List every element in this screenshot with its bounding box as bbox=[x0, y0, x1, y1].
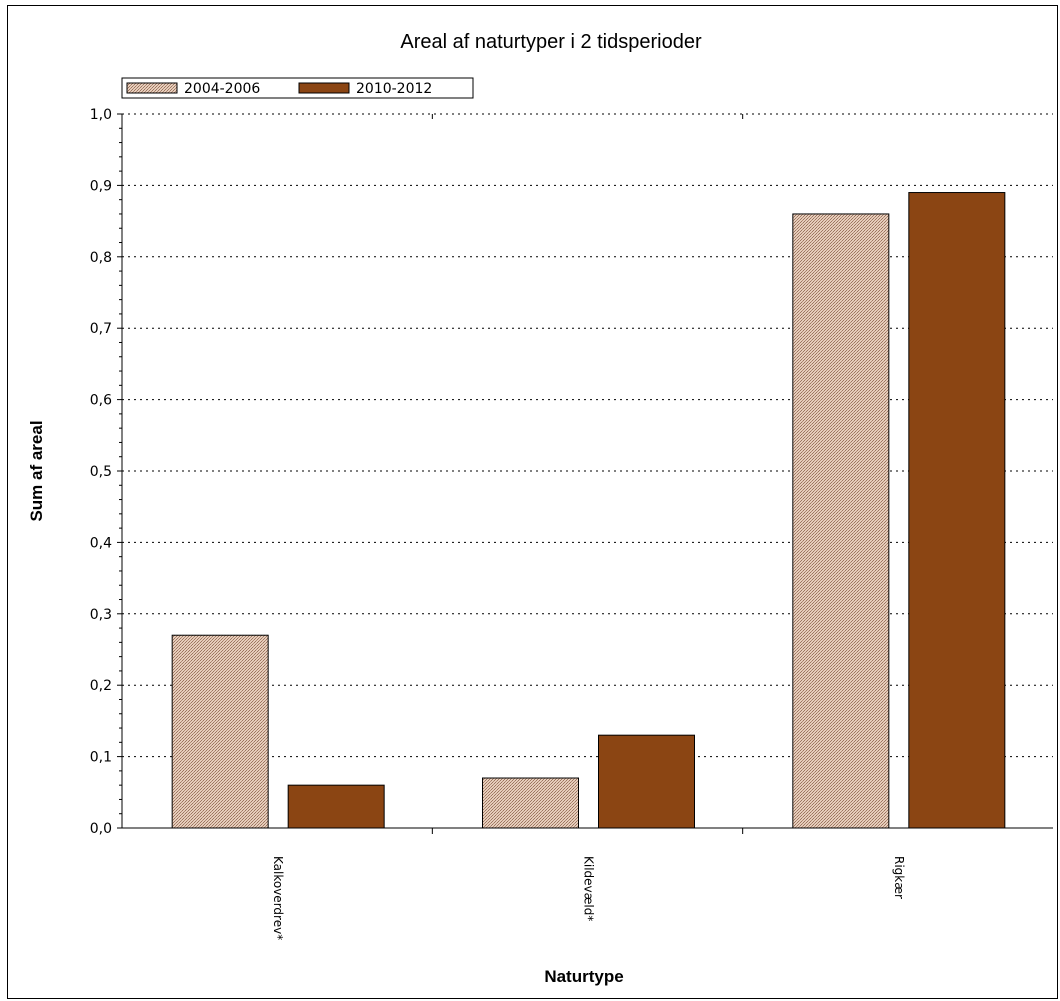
bar-2010-2012-Rigkær bbox=[908, 192, 1006, 829]
bar-2010-2012-Kalkoverdrev* bbox=[287, 784, 385, 829]
chart-frame: Areal af naturtyper i 2 tidsperioder 200… bbox=[7, 5, 1058, 999]
y-tick-label: 0,2 bbox=[90, 678, 112, 694]
y-tick-label: 0,9 bbox=[90, 178, 112, 194]
bar-2004-2006-Rigkær bbox=[792, 213, 890, 829]
y-tick-label: 0,7 bbox=[90, 321, 112, 337]
legend: 2004-2006 2010-2012 bbox=[121, 77, 474, 99]
x-axis-title: Naturtype bbox=[544, 967, 623, 986]
bar-2004-2006-Kildevæld* bbox=[482, 777, 579, 829]
y-axis-title: Sum af areal bbox=[27, 420, 46, 521]
legend-label: 2010-2012 bbox=[356, 81, 432, 97]
axes bbox=[117, 113, 1053, 834]
y-tick-label: 0,6 bbox=[90, 393, 112, 409]
y-tick-label: 0,1 bbox=[90, 750, 112, 766]
y-tick-labels: 0,0 0,1 0,2 0,3 0,4 0,5 0,6 0,7 0,8 0,9 1,0 bbox=[90, 107, 112, 837]
x-tick-label: Kildevæld* bbox=[582, 856, 596, 921]
x-tick-labels: Kalkoverdrev* Kildevæld* Rigkær bbox=[271, 856, 906, 940]
gridlines bbox=[122, 113, 1053, 758]
bar-chart: Areal af naturtyper i 2 tidsperioder 200… bbox=[27, 31, 1053, 986]
legend-box bbox=[121, 77, 474, 99]
y-tick-label: 1,0 bbox=[90, 107, 112, 123]
bar-2004-2006-Kalkoverdrev* bbox=[171, 634, 269, 829]
y-tick-label: 0,4 bbox=[90, 535, 112, 551]
y-tick-label: 0,8 bbox=[90, 250, 112, 266]
bar-2010-2012-Kildevæld* bbox=[598, 734, 695, 829]
y-tick-label: 0,0 bbox=[90, 821, 112, 837]
y-tick-label: 0,3 bbox=[90, 607, 112, 623]
chart-title: Areal af naturtyper i 2 tidsperioder bbox=[400, 31, 702, 53]
x-tick-label: Rigkær bbox=[892, 856, 906, 899]
y-tick-label: 0,5 bbox=[90, 464, 112, 480]
legend-swatch-2004-2006 bbox=[126, 82, 178, 94]
legend-label: 2004-2006 bbox=[184, 81, 260, 97]
x-tick-label: Kalkoverdrev* bbox=[271, 856, 285, 940]
bars bbox=[171, 192, 1006, 829]
legend-swatch-2010-2012 bbox=[298, 82, 350, 94]
